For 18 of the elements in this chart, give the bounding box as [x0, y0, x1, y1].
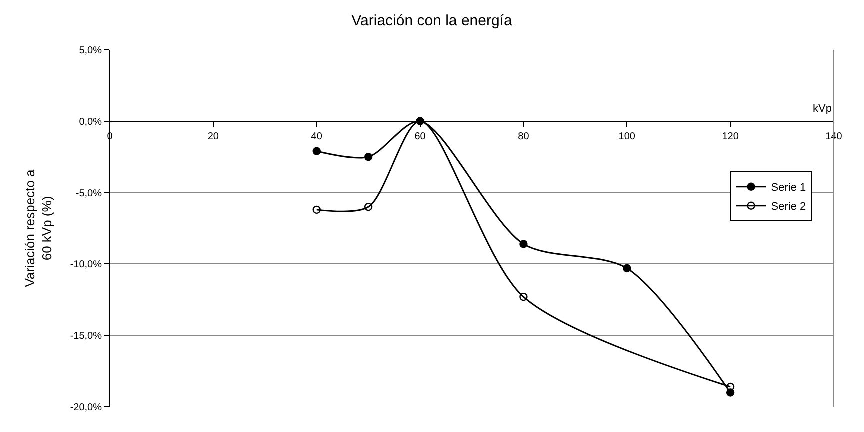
y-tick-label: -15,0% — [70, 331, 102, 342]
x-tick-label: 80 — [518, 131, 530, 142]
x-axis-title: kVp — [813, 103, 832, 115]
legend-label: Serie 1 — [771, 182, 806, 194]
x-tick-label: 20 — [208, 131, 220, 142]
y-tick-label: 0,0% — [79, 116, 102, 128]
x-tick-label: 120 — [722, 131, 740, 142]
x-tick-label: 100 — [618, 131, 636, 142]
y-tick-label: 5,0% — [79, 46, 102, 56]
legend-label: Serie 2 — [771, 201, 806, 214]
y-tick-label: -5,0% — [76, 188, 102, 200]
x-tick-label: 60 — [414, 131, 426, 142]
y-tick-label: -20,0% — [70, 402, 102, 414]
x-tick-label: 140 — [826, 131, 843, 142]
x-tick-label: 40 — [311, 131, 323, 142]
chart-title: Variación con la energía — [352, 12, 513, 30]
y-axis-title: Variación respecto a 60 kVp (%) — [22, 168, 54, 288]
y-tick-label: -10,0% — [70, 260, 102, 271]
